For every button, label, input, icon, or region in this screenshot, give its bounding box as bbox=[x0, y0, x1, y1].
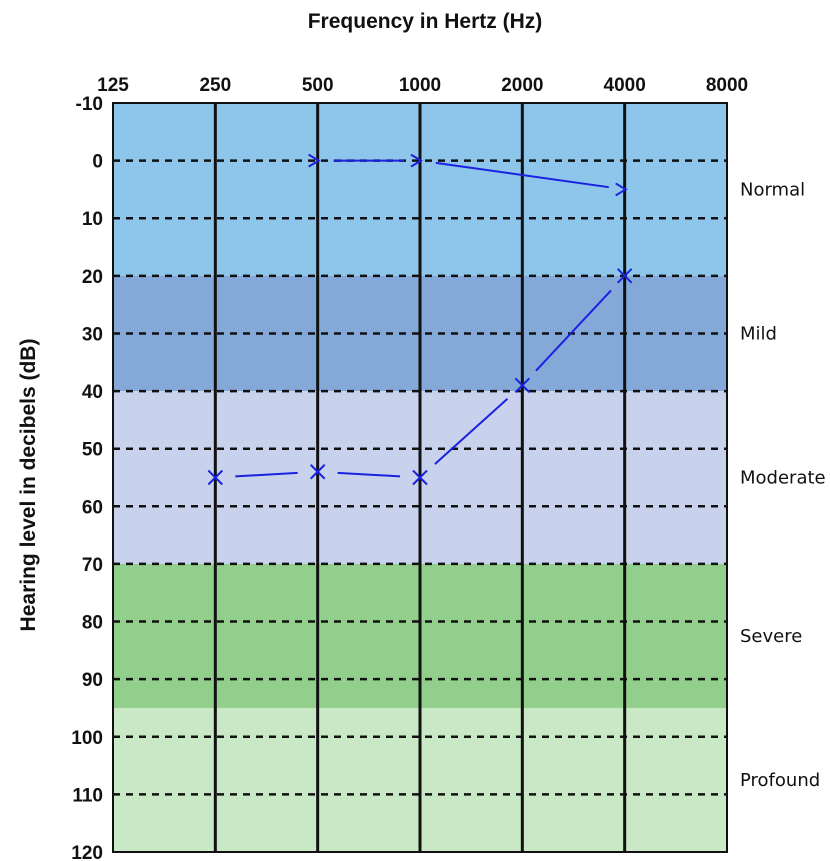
y-tick-0: 0 bbox=[92, 152, 103, 173]
data-series bbox=[207, 153, 633, 486]
series-1-point-1 bbox=[309, 464, 326, 480]
y-tick-120: 120 bbox=[71, 843, 103, 861]
chart-title: Frequency in Hertz (Hz) bbox=[308, 10, 543, 33]
y-tick-40: 40 bbox=[82, 382, 103, 403]
series-1-segment-0 bbox=[235, 471, 298, 478]
band-label-severe: Severe bbox=[740, 626, 802, 647]
plot-frame bbox=[112, 102, 728, 853]
series-1-point-4 bbox=[616, 268, 633, 284]
series-1-point-2 bbox=[412, 469, 428, 486]
band-label-moderate: Moderate bbox=[740, 468, 826, 489]
y-tick-80: 80 bbox=[82, 613, 103, 634]
y-axis-label: Hearing level in decibels (dB) bbox=[17, 339, 40, 632]
series-0-point-2 bbox=[615, 182, 628, 197]
band-label-normal: Normal bbox=[740, 179, 805, 200]
y-tick-70: 70 bbox=[82, 555, 103, 576]
y-tick-100: 100 bbox=[71, 728, 103, 749]
y-tick-60: 60 bbox=[82, 497, 103, 518]
series-0-segment-1 bbox=[435, 161, 609, 189]
series-0-point-1 bbox=[410, 153, 423, 168]
y-tick-50: 50 bbox=[82, 440, 103, 461]
y-tick-labels: -10 0 10 20 30 40 50 60 70 80 90 100 110 120 bbox=[71, 94, 103, 861]
x-tick-250: 250 bbox=[199, 75, 231, 96]
band-label-profound: Profound bbox=[740, 770, 820, 791]
x-tick-1000: 1000 bbox=[399, 75, 441, 96]
x-tick-4000: 4000 bbox=[604, 75, 646, 96]
series-1-point-0 bbox=[207, 469, 224, 486]
band-labels: Normal Mild Moderate Severe Profound bbox=[740, 179, 826, 791]
x-tick-125: 125 bbox=[97, 75, 129, 96]
x-tick-500: 500 bbox=[302, 75, 334, 96]
y-tick-30: 30 bbox=[82, 324, 103, 345]
x-tick-2000: 2000 bbox=[501, 75, 543, 96]
series-1-segment-1 bbox=[337, 471, 401, 478]
series-0-point-0 bbox=[308, 153, 321, 168]
y-tick-110: 110 bbox=[72, 785, 103, 806]
y-tick-90: 90 bbox=[82, 670, 103, 691]
y-tick-20: 20 bbox=[82, 267, 103, 288]
x-tick-8000: 8000 bbox=[706, 75, 748, 96]
series-1-point-3 bbox=[514, 377, 531, 394]
series-1-segment-3 bbox=[535, 289, 612, 372]
y-tick--10: -10 bbox=[76, 94, 103, 115]
x-tick-labels: 125 250 500 1000 2000 4000 8000 bbox=[97, 75, 748, 96]
y-tick-10: 10 bbox=[82, 209, 103, 230]
band-label-mild: Mild bbox=[740, 323, 777, 344]
series-1-segment-2 bbox=[434, 397, 509, 465]
